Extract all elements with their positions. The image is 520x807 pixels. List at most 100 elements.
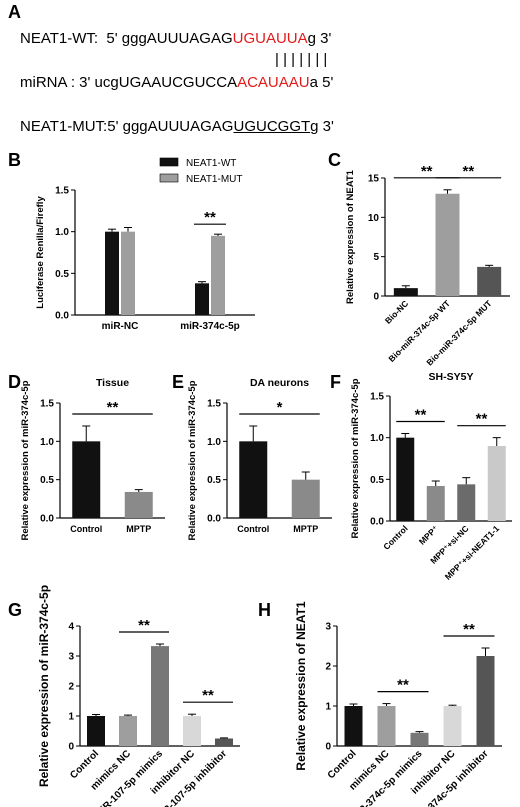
y-tick-label: 0 bbox=[68, 742, 74, 753]
bar bbox=[410, 732, 429, 746]
neat1-wt-sequence: NEAT1-WT: 5' gggAUUUAGAGUGUAUUAg 3' bbox=[20, 30, 331, 47]
chart-d: 0.0 0.5 1.0 1.5 Relative expression of miR-3… bbox=[20, 377, 165, 540]
x-tick-label: Bio-NC bbox=[383, 298, 410, 325]
y-tick-label: 0.0 bbox=[40, 514, 54, 525]
y-axis-label: Relative expression of miR-374c-5p bbox=[37, 585, 51, 787]
x-tick-label: MPP⁺+si-NEAT1-1 bbox=[443, 523, 502, 582]
significance-label: ** bbox=[476, 411, 488, 428]
plot-area: 0.0 0.5 1.0 1.5 Relative expression of miR-3… bbox=[20, 377, 165, 540]
x-tick-label: MPP⁺ bbox=[417, 523, 440, 546]
significance-label: ** bbox=[462, 163, 474, 180]
bar bbox=[426, 486, 445, 521]
y-tick-label: 2 bbox=[68, 682, 74, 693]
bar bbox=[487, 446, 506, 521]
y-axis-label: Relative expression of NEAT1 bbox=[345, 169, 356, 304]
significance-label: ** bbox=[138, 617, 150, 634]
y-tick-label: 0.5 bbox=[55, 269, 69, 280]
y-tick-label: 0.5 bbox=[207, 475, 221, 486]
base-pairing-lines: | | | | | | | bbox=[275, 51, 328, 68]
mut-suffix: g 3' bbox=[310, 118, 334, 135]
legend-label: NEAT1-WT bbox=[186, 158, 236, 169]
x-tick-label: Control bbox=[326, 748, 359, 781]
x-tick-label: MPTP bbox=[126, 524, 151, 534]
plot-area: 0.0 0.5 1.0 1.5 Relative expression of miR-3… bbox=[350, 371, 512, 582]
significance-label: * bbox=[277, 399, 283, 416]
x-tick-label: Control bbox=[237, 524, 269, 534]
bar bbox=[396, 437, 415, 521]
panel-letter-d: D bbox=[8, 372, 21, 392]
panel-letter-b: B bbox=[8, 150, 21, 170]
panel-letter-a: A bbox=[8, 2, 21, 22]
y-tick-label: 1.5 bbox=[55, 186, 69, 197]
y-tick-label: 0.0 bbox=[370, 517, 384, 528]
y-tick-label: 3 bbox=[325, 622, 331, 633]
panel-letter-h: H bbox=[258, 600, 271, 620]
x-tick-label: Control bbox=[381, 523, 409, 551]
bar bbox=[124, 491, 153, 518]
chart-b: 0.0 0.5 1.0 1.5 Luciferase Renilla/Firefly mi… bbox=[35, 157, 255, 332]
y-axis-label: Relative expression of NEAT1 bbox=[294, 601, 308, 770]
significance-label: ** bbox=[397, 677, 409, 694]
chart-e: 0.0 0.5 1.0 1.5 Relative expression of miR-3… bbox=[187, 377, 332, 540]
bar bbox=[87, 716, 105, 746]
y-axis-label: Relative expression of miR-374c-5p bbox=[350, 378, 361, 538]
y-tick-label: 0 bbox=[325, 742, 331, 753]
bar bbox=[476, 656, 495, 746]
y-tick-label: 0.0 bbox=[207, 514, 221, 525]
bar bbox=[477, 266, 502, 296]
y-tick-label: 1 bbox=[68, 712, 74, 723]
panel-letter-e: E bbox=[172, 372, 185, 392]
y-tick-label: 1.0 bbox=[55, 227, 69, 238]
plot-area: 0.0 0.5 1.0 1.5 Relative expression of miR-3… bbox=[187, 377, 332, 540]
legend-swatch bbox=[159, 173, 179, 183]
plot-area: 0.0 0.5 1.0 1.5 Luciferase Renilla/Firefly mi… bbox=[35, 157, 255, 332]
y-tick-label: 2 bbox=[325, 662, 331, 673]
bar bbox=[344, 706, 363, 746]
y-axis-label: Relative expression of miR-374c-5p bbox=[20, 380, 31, 540]
bar bbox=[239, 441, 268, 518]
mut-site: UGUCGGT bbox=[233, 118, 311, 135]
y-tick-label: 5 bbox=[373, 252, 379, 263]
wt-prefix: NEAT1-WT: 5' gggAUUUAGAG bbox=[20, 30, 233, 47]
x-tick-label: MPTP bbox=[293, 524, 318, 534]
x-tick-label: miR-374c-5p bbox=[180, 321, 239, 332]
significance-label: ** bbox=[463, 621, 475, 638]
y-tick-label: 4 bbox=[68, 622, 74, 633]
mirna-suffix: a 5' bbox=[309, 74, 334, 91]
y-tick-label: 1.0 bbox=[207, 437, 221, 448]
significance-label: ** bbox=[415, 407, 427, 424]
y-tick-label: 1.5 bbox=[40, 399, 54, 410]
significance-label: ** bbox=[107, 399, 119, 416]
chart-title: Tissue bbox=[96, 377, 129, 389]
mut-prefix: NEAT1-MUT:5' gggAUUUAGAG bbox=[20, 118, 234, 135]
bar bbox=[211, 235, 225, 315]
wt-suffix: g 3' bbox=[307, 30, 332, 47]
y-tick-label: 1.5 bbox=[207, 399, 221, 410]
chart-title: SH-SY5Y bbox=[429, 371, 474, 383]
bar bbox=[151, 646, 169, 746]
bar bbox=[119, 716, 137, 746]
significance-label: ** bbox=[204, 209, 216, 226]
bar bbox=[105, 231, 119, 315]
mirna-seed: ACAUAAU bbox=[237, 74, 310, 91]
y-tick-label: 0 bbox=[373, 292, 379, 303]
y-tick-label: 0.0 bbox=[55, 311, 69, 322]
mirna-sequence: miRNA : 3' ucgUGAAUCGUCCAACAUAAUa 5' bbox=[20, 74, 333, 91]
wt-binding-site: UGUAUUA bbox=[232, 30, 308, 47]
significance-label: ** bbox=[202, 687, 214, 704]
y-tick-label: 0.5 bbox=[370, 475, 384, 486]
legend-swatch bbox=[159, 157, 179, 167]
bar bbox=[72, 441, 101, 518]
chart-title: DA neurons bbox=[250, 377, 309, 389]
x-tick-label: Control bbox=[70, 524, 102, 534]
significance-label: ** bbox=[421, 163, 433, 180]
bar bbox=[291, 479, 320, 518]
y-axis-label: Relative expression of miR-374c-5p bbox=[187, 380, 198, 540]
y-tick-label: 0.5 bbox=[40, 475, 54, 486]
y-tick-label: 1.0 bbox=[370, 433, 384, 444]
mirna-prefix: miRNA : 3' ucgUGAAUCGUCCA bbox=[20, 74, 238, 91]
